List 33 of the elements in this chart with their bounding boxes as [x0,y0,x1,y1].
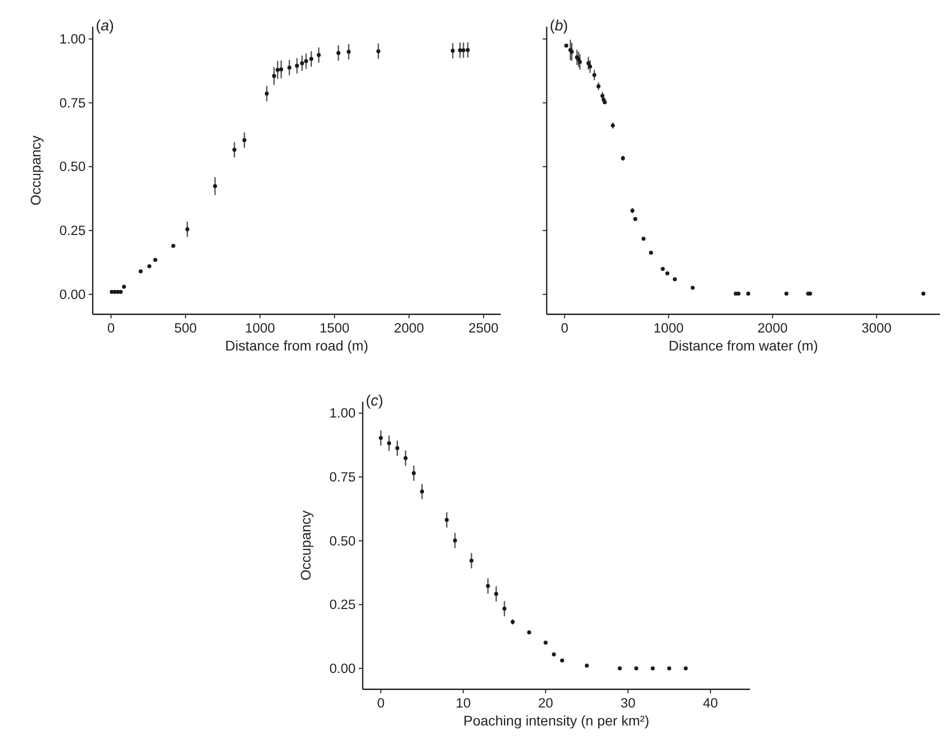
y-axis-title: Occupancy [298,510,314,581]
y-tick-label: 0.25 [329,597,356,612]
chart-title: (b) [550,18,568,35]
y-axis-title: Occupancy [28,135,44,206]
x-tick-label: 30 [620,695,636,710]
y-tick-label: 0.75 [329,469,356,484]
x-tick-label: 1000 [245,320,276,336]
x-tick-label: 20 [538,695,554,710]
chart-title: (c) [366,392,384,410]
chart-title: (a) [96,18,114,35]
x-tick-label: 2500 [468,320,499,336]
x-tick-label: 2000 [394,320,424,336]
x-axis-title: Distance from water (m) [668,337,818,354]
x-tick-label: 0 [377,695,385,710]
x-axis-title: Distance from road (m) [225,337,368,354]
y-tick-label: 0.50 [59,159,86,174]
x-tick-label: 2000 [758,320,788,336]
x-tick-label: 3000 [862,320,892,336]
y-tick-label: 0.00 [329,660,356,676]
x-axis-title: Poaching intensity (n per km²) [463,712,650,728]
y-tick-label: 0.75 [59,95,86,110]
x-tick-label: 500 [174,320,197,336]
x-tick-label: 0 [560,320,568,336]
y-tick-label: 1.00 [59,31,86,46]
x-tick-label: 40 [702,695,718,710]
x-tick-label: 0 [107,320,115,336]
x-tick-label: 1500 [320,320,350,336]
y-tick-label: 0.50 [329,533,356,548]
x-tick-label: 1000 [654,320,684,336]
y-tick-label: 0.25 [59,223,86,238]
x-tick-label: 10 [456,695,471,710]
y-tick-label: 1.00 [329,406,356,421]
y-tick-label: 0.00 [59,286,86,302]
